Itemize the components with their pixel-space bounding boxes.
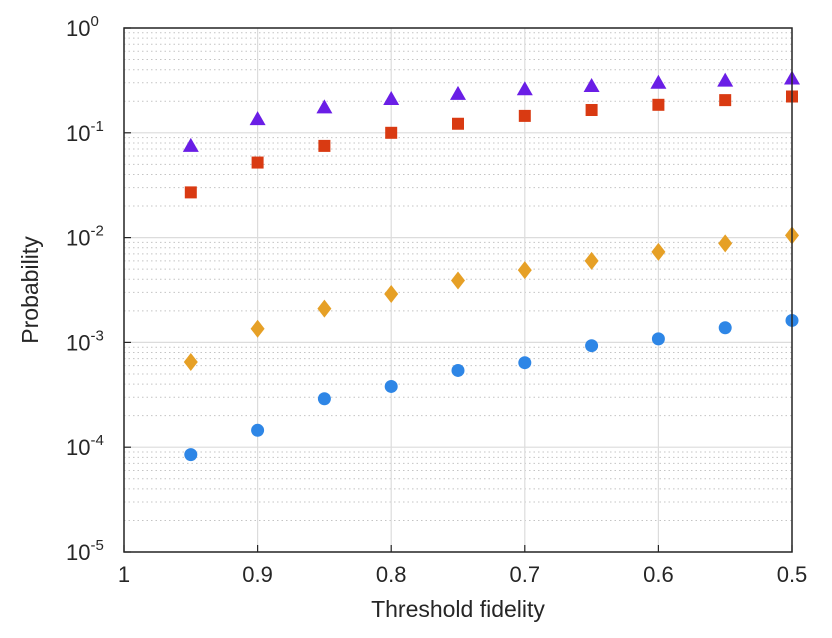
plot-background	[124, 28, 792, 552]
triangle-marker	[450, 85, 466, 100]
triangle-marker	[583, 77, 600, 92]
y-tick-label: 10-1	[66, 118, 104, 146]
triangle-marker	[717, 72, 734, 87]
x-axis: 1 0.9 0.8 0.7 0.6 0.5	[118, 545, 807, 587]
diamond-marker	[183, 353, 198, 372]
triangle-marker	[383, 91, 400, 106]
diamond-marker	[317, 299, 332, 318]
square-marker	[518, 109, 531, 122]
y-tick-label: 100	[66, 13, 99, 41]
square-marker	[385, 126, 398, 139]
square-marker	[719, 94, 732, 107]
square-marker	[452, 117, 464, 130]
triangle-marker	[516, 81, 533, 96]
plot-frame	[123, 27, 793, 553]
y-tick-label: 10-2	[66, 223, 104, 251]
y-axis-label: Probability	[17, 236, 43, 344]
square-marker	[652, 98, 665, 111]
diamond-marker	[651, 242, 666, 261]
diamond-marker	[517, 261, 532, 280]
diamond-marker	[451, 271, 465, 290]
circle-marker	[384, 379, 398, 393]
y-tick-label: 10-3	[66, 327, 104, 355]
x-tick-label: 0.5	[777, 562, 808, 587]
data-markers	[182, 70, 800, 462]
circle-marker	[585, 339, 599, 353]
x-tick-label: 0.6	[643, 562, 674, 587]
circle-marker	[451, 363, 465, 377]
triangle-marker	[182, 137, 199, 152]
diamond-marker	[384, 284, 399, 303]
diamond-marker	[250, 319, 265, 338]
square-marker	[585, 104, 598, 117]
square-marker	[251, 156, 264, 169]
circle-marker	[251, 423, 265, 437]
x-tick-label: 0.9	[242, 562, 273, 587]
y-tick-label: 10-4	[66, 432, 104, 460]
circle-marker	[718, 321, 732, 335]
y-axis: 100 10-1 10-2 10-3 10-4 10-5	[66, 13, 131, 565]
triangle-marker	[249, 111, 266, 126]
circle-marker	[184, 448, 198, 462]
square-marker	[318, 139, 331, 152]
y-tick-label: 10-5	[66, 537, 104, 565]
diamond-marker	[584, 251, 599, 270]
triangle-marker	[316, 99, 333, 114]
x-tick-label: 0.7	[510, 562, 541, 587]
diamond-marker	[718, 234, 733, 253]
x-tick-label: 0.8	[376, 562, 407, 587]
triangle-marker	[650, 74, 667, 89]
x-axis-label: Threshold fidelity	[371, 596, 545, 622]
circle-marker	[651, 332, 665, 346]
circle-marker	[518, 356, 532, 370]
square-marker	[184, 186, 197, 199]
x-tick-label: 1	[118, 562, 130, 587]
circle-marker	[317, 392, 331, 406]
